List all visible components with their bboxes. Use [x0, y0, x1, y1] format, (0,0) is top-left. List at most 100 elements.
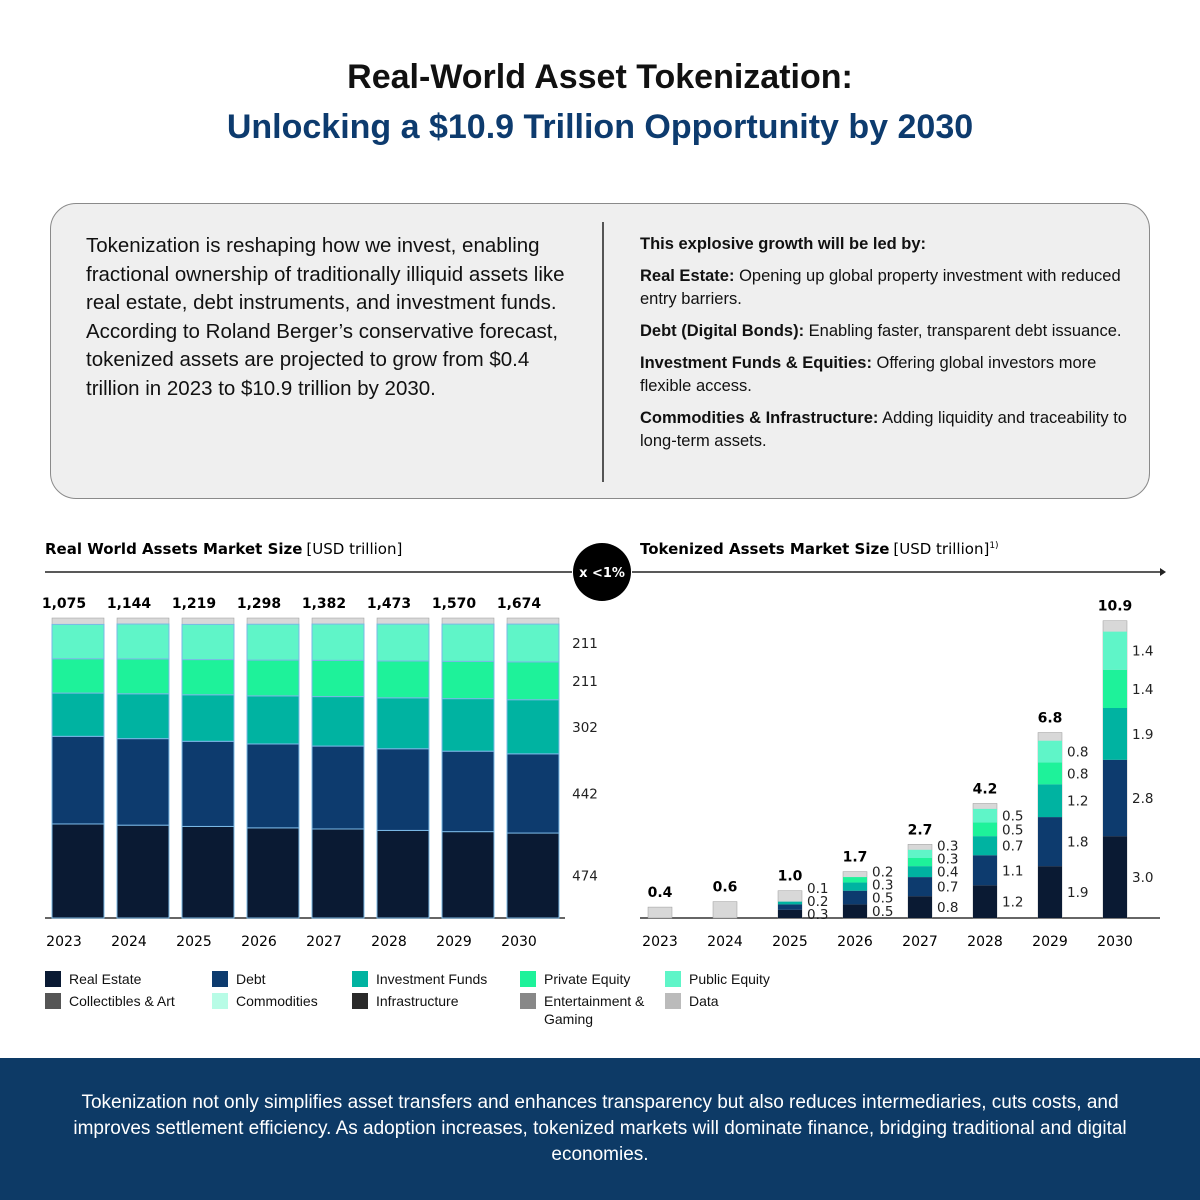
- chart-title: Tokenized Assets Market Size [USD trillio…: [640, 540, 999, 558]
- bar-segment: [181, 740, 235, 827]
- x-tick-label: 2024: [707, 934, 743, 950]
- footer-text: Tokenization not only simplifies asset t…: [73, 1092, 1127, 1165]
- total-label: 1,298: [237, 596, 281, 612]
- bar-segment: [843, 877, 867, 883]
- value-label: 0.5: [872, 904, 893, 920]
- value-label: 0.8: [1067, 745, 1088, 761]
- bar-segment: [506, 623, 560, 663]
- value-label: 1.4: [1132, 644, 1153, 660]
- x-tick-label: 2030: [501, 934, 537, 950]
- value-label: 0.1: [807, 881, 828, 897]
- x-tick-label: 2023: [46, 934, 82, 950]
- legend-item: Data: [665, 992, 795, 1010]
- x-tick-label: 2029: [1032, 934, 1068, 950]
- other-segments: [647, 906, 673, 919]
- chart-unit: [USD trillion]: [893, 540, 989, 558]
- value-label: 1.9: [1067, 885, 1088, 901]
- bar-segment: [1038, 762, 1062, 785]
- bar-segment: [51, 658, 105, 694]
- ratio-label: x <1%: [579, 566, 625, 581]
- bar-segment: [246, 659, 300, 697]
- driver-item: Debt (Digital Bonds): Enabling faster, t…: [640, 320, 1130, 343]
- total-label: 1,473: [367, 596, 411, 612]
- bar-segment: [908, 896, 932, 918]
- bar-segment: [246, 827, 300, 919]
- value-label: 0.4: [937, 865, 958, 881]
- bar-segment: [441, 698, 495, 752]
- bar-segment: [246, 695, 300, 745]
- legend-item: Public Equity: [665, 970, 795, 988]
- x-tick-label: 2026: [837, 934, 873, 950]
- bar-segment: [181, 623, 235, 661]
- x-tick-label: 2026: [241, 934, 277, 950]
- chart-note: 1): [989, 541, 998, 551]
- bar-segment: [376, 748, 430, 831]
- bar-segment: [181, 659, 235, 696]
- driver-label: Investment Funds & Equities:: [640, 354, 872, 372]
- bar-segment: [908, 877, 932, 897]
- bar-segment: [506, 832, 560, 919]
- bar-segment: [506, 661, 560, 701]
- legend-label: Commodities: [236, 993, 318, 1009]
- bar-segment: [973, 822, 997, 837]
- legend-swatch: [212, 971, 228, 987]
- value-label: 0.3: [937, 839, 958, 855]
- x-tick-label: 2028: [371, 934, 407, 950]
- value-label: 0.2: [872, 865, 893, 881]
- legend-swatch: [665, 971, 681, 987]
- legend: Real Estate Debt Investment Funds Private E…: [45, 970, 805, 1040]
- total-label: 1,219: [172, 596, 216, 612]
- legend-label: Investment Funds: [376, 971, 488, 987]
- bar-segment: [506, 753, 560, 834]
- bar-segment: [116, 824, 170, 919]
- bar-segment: [973, 808, 997, 823]
- bar-segment: [116, 658, 170, 695]
- arrow-head: [1160, 568, 1166, 576]
- bar-segment: [311, 659, 365, 698]
- driver-text: Offering global investors more flexible …: [640, 354, 1097, 395]
- value-label: 474: [572, 869, 598, 885]
- value-label: 2.8: [1132, 791, 1153, 807]
- legend-label: Private Equity: [544, 971, 631, 987]
- bar-segment: [1038, 817, 1062, 867]
- driver-label: Real Estate:: [640, 267, 735, 285]
- x-tick-label: 2025: [176, 934, 212, 950]
- bar-segment: [116, 738, 170, 826]
- bar-segment: [778, 904, 802, 910]
- legend-label: Data: [689, 993, 719, 1009]
- x-tick-label: 2028: [967, 934, 1003, 950]
- bar-segment: [843, 890, 867, 905]
- bar-segment: [441, 623, 495, 662]
- chart-unit: [USD trillion]: [306, 540, 402, 558]
- bar-segment: [1038, 740, 1062, 763]
- bar-segment: [1103, 669, 1127, 708]
- bar-segment: [778, 901, 802, 905]
- legend-item: Collectibles & Art: [45, 992, 205, 1010]
- bar-segment: [376, 697, 430, 750]
- chart-title-main: Tokenized Assets Market Size: [640, 540, 889, 558]
- bar-segment: [51, 692, 105, 737]
- value-label: 1.2: [1067, 794, 1088, 810]
- driver-item: Commodities & Infrastructure: Adding liq…: [640, 407, 1130, 453]
- legend-swatch: [212, 993, 228, 1009]
- legend-item: Private Equity: [520, 970, 660, 988]
- driver-label: Commodities & Infrastructure:: [640, 409, 879, 427]
- legend-swatch: [352, 971, 368, 987]
- value-label: 0.8: [1067, 766, 1088, 782]
- legend-swatch: [45, 993, 61, 1009]
- total-label: 4.2: [973, 781, 998, 797]
- bar-segment: [441, 831, 495, 919]
- total-label: 1,144: [107, 596, 152, 612]
- driver-text: Opening up global property investment wi…: [640, 267, 1121, 308]
- value-label: 1.4: [1132, 682, 1153, 698]
- value-label: 1.1: [1002, 863, 1023, 879]
- x-tick-label: 2024: [111, 934, 147, 950]
- bar-segment: [181, 825, 235, 919]
- bar-segment: [843, 882, 867, 891]
- bar-segment: [51, 623, 105, 660]
- legend-swatch: [352, 993, 368, 1009]
- chart-title: Real World Assets Market Size [USD trilli…: [45, 540, 402, 558]
- value-label: 1.2: [1002, 895, 1023, 911]
- value-label: 211: [572, 674, 598, 690]
